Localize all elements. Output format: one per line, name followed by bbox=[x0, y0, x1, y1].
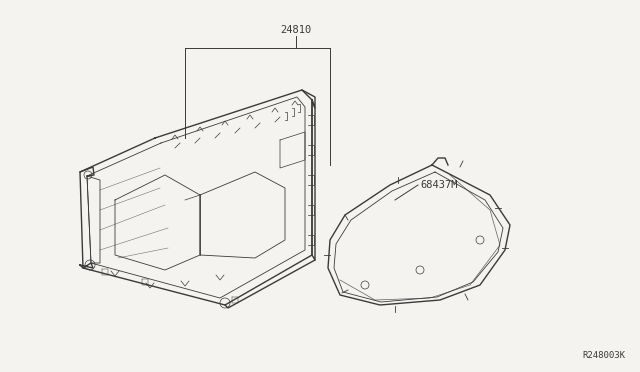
Text: 24810: 24810 bbox=[280, 25, 312, 35]
Text: R248003K: R248003K bbox=[582, 351, 625, 360]
Text: 68437M: 68437M bbox=[420, 180, 458, 190]
